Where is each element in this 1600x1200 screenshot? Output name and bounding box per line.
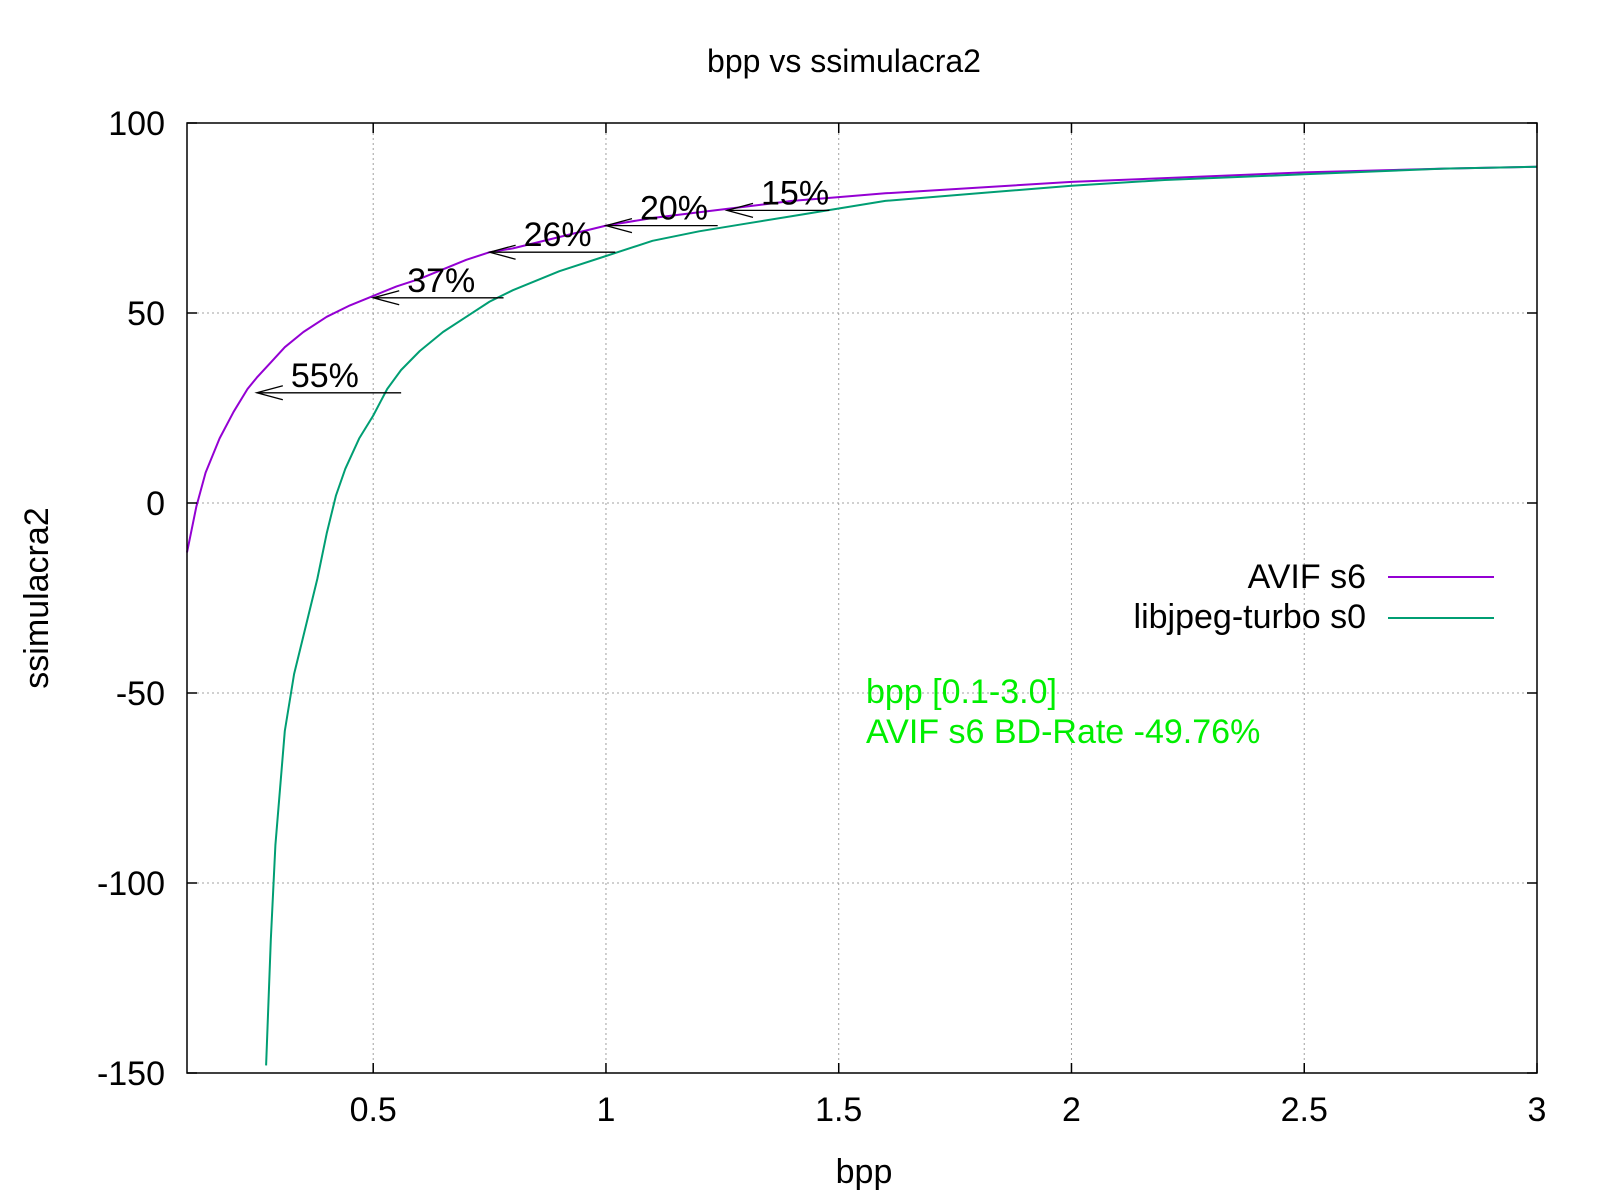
legend: AVIF s6 libjpeg-turbo s0 (1134, 558, 1494, 636)
series-avif-s6 (186, 165, 1538, 553)
note-bd-rate: AVIF s6 BD-Rate -49.76% (866, 713, 1260, 751)
grid (187, 123, 1537, 1073)
annotation-arrow (724, 202, 830, 219)
y-axis-label: ssimulacra2 (18, 507, 56, 688)
annotation-label: 20% (640, 190, 708, 228)
y-tick-label: -150 (97, 1055, 165, 1093)
x-axis-label: bpp (836, 1153, 893, 1191)
x-tick-label: 3 (1528, 1091, 1547, 1129)
annotation-label: 37% (407, 262, 475, 300)
y-tick-label: 0 (146, 485, 165, 523)
x-tick-label: 0.5 (350, 1091, 397, 1129)
y-tick-label: 50 (127, 295, 165, 333)
x-tick-label: 2 (1062, 1091, 1081, 1129)
annotation-arrow (254, 385, 402, 401)
y-tick-label: -50 (116, 675, 165, 713)
note-bpp-range: bpp [0.1-3.0] (866, 673, 1057, 711)
legend-label-avif: AVIF s6 (1248, 558, 1366, 596)
notes: bpp [0.1-3.0] AVIF s6 BD-Rate -49.76% (866, 673, 1260, 751)
y-tick-label: -100 (97, 865, 165, 903)
x-tick-label: 1.5 (815, 1091, 862, 1129)
annotation-arrow (603, 217, 718, 234)
ticks: 0.5 1 1.5 2 2.5 3 -150 -100 -50 0 50 100 (97, 105, 1547, 1129)
chart-title: bpp vs ssimulacra2 (707, 43, 981, 79)
x-tick-label: 1 (597, 1091, 616, 1129)
plot-frame (186, 122, 1538, 1074)
series-layer (186, 165, 1538, 1066)
annotation-label: 15% (761, 174, 829, 212)
series-libjpeg-turbo-s0 (265, 165, 1538, 1066)
legend-label-jpeg: libjpeg-turbo s0 (1134, 598, 1366, 636)
annotation-label: 55% (291, 357, 359, 395)
y-tick-label: 100 (108, 105, 165, 143)
annotation-arrow (487, 244, 616, 260)
annotation-label: 26% (524, 216, 592, 254)
x-tick-label: 2.5 (1281, 1091, 1328, 1129)
annotation-layer: 55% 37% 26% 20% 15% (254, 174, 830, 401)
annotation-arrow (370, 290, 504, 306)
